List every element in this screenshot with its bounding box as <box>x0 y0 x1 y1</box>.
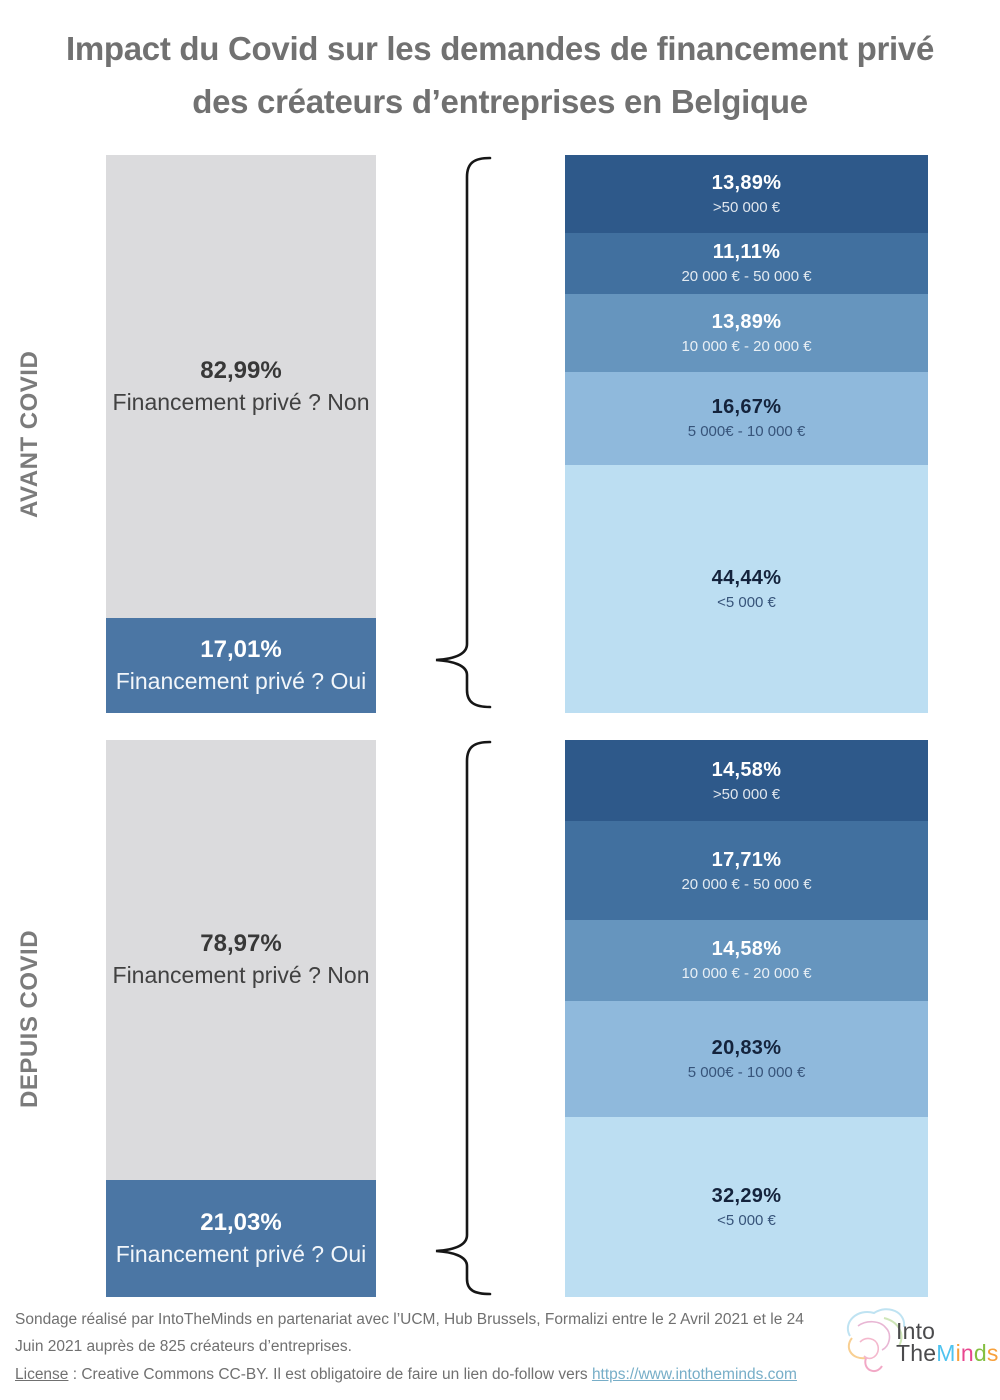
bar-segment-gt50000: 13,89% >50 000 € <box>565 155 928 233</box>
segment-percent: 21,03% <box>200 1208 282 1236</box>
logo-line2: TheMinds <box>896 1340 999 1366</box>
funding-question-bar-depuis: 78,97% Financement privé ? Non 21,03% Fi… <box>106 740 376 1297</box>
logo-text: Into TheMinds <box>896 1318 999 1366</box>
segment-range: 5 000€ - 10 000 € <box>687 1064 806 1082</box>
bar-segment-lt5000: 32,29% <5 000 € <box>565 1117 928 1297</box>
segment-percent: 13,89% <box>711 311 782 334</box>
funding-question-bar-avant: 82,99% Financement privé ? Non 17,01% Fi… <box>106 155 376 713</box>
curly-brace <box>435 740 492 1296</box>
bar-segment-20000-50000: 17,71% 20 000 € - 50 000 € <box>565 821 928 920</box>
bar-segment-gt50000: 14,58% >50 000 € <box>565 740 928 822</box>
segment-percent: 16,67% <box>711 396 782 419</box>
segment-range: <5 000 € <box>717 593 776 611</box>
logo-letter: s <box>986 1340 999 1366</box>
segment-percent: 14,58% <box>711 938 782 961</box>
curly-brace <box>435 156 492 709</box>
segment-percent: 11,11% <box>712 241 781 264</box>
amount-breakdown-bar-depuis: 14,58% >50 000 € 17,71% 20 000 € - 50 00… <box>565 740 928 1297</box>
section-label-avant-covid: AVANT COVID <box>16 350 43 518</box>
logo-letter: i <box>955 1340 961 1366</box>
bar-segment-10000-20000: 13,89% 10 000 € - 20 000 € <box>565 294 928 372</box>
segment-range: <5 000 € <box>717 1211 776 1229</box>
license-text: : Creative Commons CC-BY. Il est obligat… <box>68 1366 592 1383</box>
logo-letter: n <box>960 1340 974 1366</box>
bar-segment-non: 78,97% Financement privé ? Non <box>106 740 376 1180</box>
segment-range: >50 000 € <box>712 198 781 216</box>
brain-logo-icon <box>847 1308 906 1373</box>
bar-segment-non: 82,99% Financement privé ? Non <box>106 155 376 619</box>
segment-percent: 32,29% <box>711 1184 782 1207</box>
bar-segment-lt5000: 44,44% <5 000 € <box>565 465 928 713</box>
segment-percent: 13,89% <box>711 171 782 194</box>
logo-line1: Into <box>896 1318 936 1344</box>
page-title-line2: des créateurs d’entreprises en Belgique <box>192 83 808 120</box>
bar-segment-10000-20000: 14,58% 10 000 € - 20 000 € <box>565 919 928 1002</box>
page-title-line1: Impact du Covid sur les demandes de fina… <box>65 30 934 67</box>
segment-range: >50 000 € <box>712 785 781 803</box>
license-line: License : Creative Commons CC-BY. Il est… <box>15 1366 915 1384</box>
segment-label: Financement privé ? Oui <box>115 668 367 695</box>
bar-segment-20000-50000: 11,11% 20 000 € - 50 000 € <box>565 232 928 295</box>
intotheminds-link[interactable]: https://www.intotheminds.com <box>591 1366 797 1383</box>
bar-segment-oui: 21,03% Financement privé ? Oui <box>106 1179 376 1297</box>
segment-range: 10 000 € - 20 000 € <box>681 965 812 983</box>
segment-range: 10 000 € - 20 000 € <box>681 338 812 356</box>
section-label-depuis-covid: DEPUIS COVID <box>16 929 43 1108</box>
page-title: Impact du Covid sur les demandes de fina… <box>0 22 1000 128</box>
segment-label: Financement privé ? Oui <box>115 1240 367 1267</box>
bar-segment-oui: 17,01% Financement privé ? Oui <box>106 618 376 713</box>
segment-percent: 44,44% <box>711 566 782 589</box>
segment-range: 5 000€ - 10 000 € <box>687 423 806 441</box>
bar-segment-5000-10000: 20,83% 5 000€ - 10 000 € <box>565 1001 928 1118</box>
intotheminds-logo: Into TheMinds <box>840 1296 998 1392</box>
segment-percent: 17,01% <box>200 636 282 664</box>
logo-letter: M <box>936 1340 956 1366</box>
logo-letter: d <box>973 1340 987 1366</box>
segment-label: Financement privé ? Non <box>112 389 370 416</box>
segment-percent: 17,71% <box>711 848 782 871</box>
segment-label: Financement privé ? Non <box>112 962 370 989</box>
segment-percent: 78,97% <box>200 930 282 958</box>
survey-note: Sondage réalisé par IntoTheMinds en part… <box>15 1311 804 1355</box>
amount-breakdown-bar-avant: 13,89% >50 000 € 11,11% 20 000 € - 50 00… <box>565 155 928 713</box>
license-label: License <box>15 1366 69 1383</box>
segment-percent: 20,83% <box>711 1037 782 1060</box>
segment-range: 20 000 € - 50 000 € <box>681 875 812 893</box>
segment-range: 20 000 € - 50 000 € <box>681 268 812 286</box>
bar-segment-5000-10000: 16,67% 5 000€ - 10 000 € <box>565 371 928 465</box>
segment-percent: 14,58% <box>711 758 782 781</box>
segment-percent: 82,99% <box>200 357 282 385</box>
